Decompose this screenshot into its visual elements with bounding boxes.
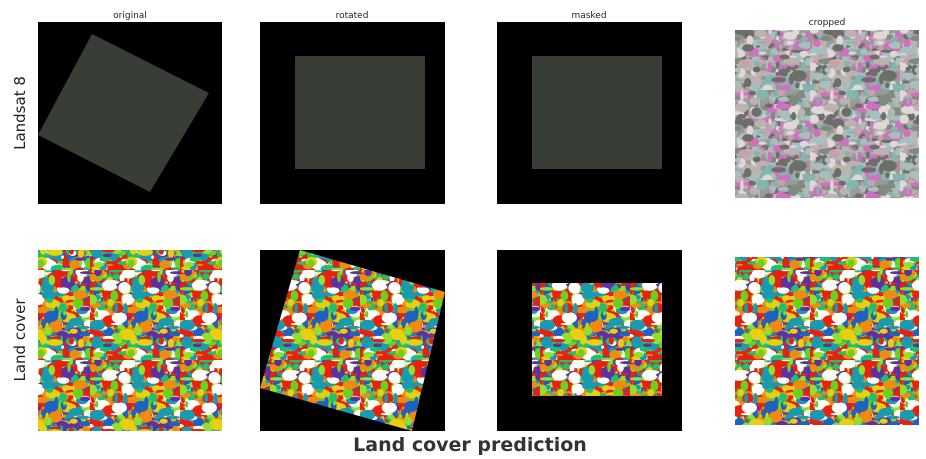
- column-title: masked: [571, 11, 606, 21]
- column-title: original: [113, 11, 147, 21]
- landsat-scene: [295, 56, 425, 169]
- figure: original rotated masked cropped Landsat …: [0, 0, 926, 459]
- caption: Land cover prediction: [353, 434, 587, 456]
- landcover-original: [38, 250, 222, 431]
- row-label: Land cover: [11, 298, 29, 382]
- landcover-cropped: [735, 257, 919, 425]
- column-title: cropped: [809, 18, 846, 28]
- column-title: rotated: [336, 11, 369, 21]
- landcover-masked: [532, 283, 662, 396]
- landsat-cropped: [735, 30, 919, 198]
- row-label: Landsat 8: [11, 76, 29, 150]
- landsat-scene: [532, 56, 662, 169]
